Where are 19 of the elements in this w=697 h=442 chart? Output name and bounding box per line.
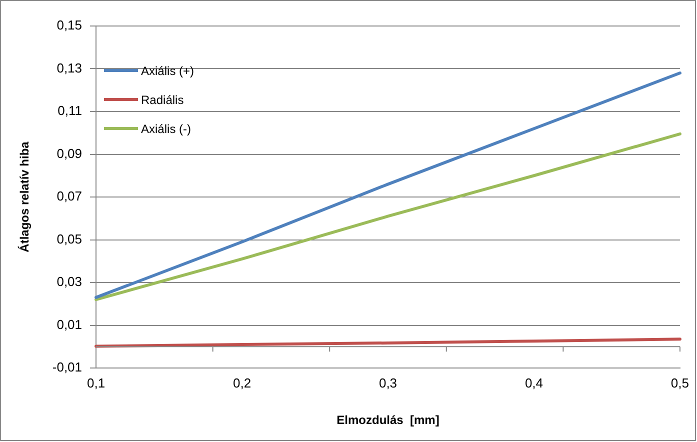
y-tick-label: 0,05 [56,231,82,246]
y-tick-label: 0,09 [56,146,82,161]
x-tick-label: 0,3 [378,375,398,390]
y-tick-label: -0,01 [52,360,82,375]
y-axis-title: Átlagos relatív hiba [18,141,32,252]
y-tick-label: 0,03 [56,274,82,290]
x-tick-label: 0,5 [670,375,690,390]
y-tick-label: 0,01 [56,316,82,332]
x-tick-label: 0,1 [86,375,106,390]
y-tick-label: 0,13 [56,60,82,76]
legend-label: Axiális (+) [141,64,194,78]
x-axis-title: Elmozdulás [mm] [336,413,440,428]
y-tick-label: 0,07 [56,188,82,204]
legend-label: Axiális (-) [141,122,192,136]
y-tick-label: 0,11 [58,103,82,118]
y-tick-label: 0,15 [56,18,82,33]
x-tick-label: 0,2 [232,375,252,390]
legend-label: Radiális [141,92,184,106]
x-tick-label: 0,4 [524,375,544,390]
